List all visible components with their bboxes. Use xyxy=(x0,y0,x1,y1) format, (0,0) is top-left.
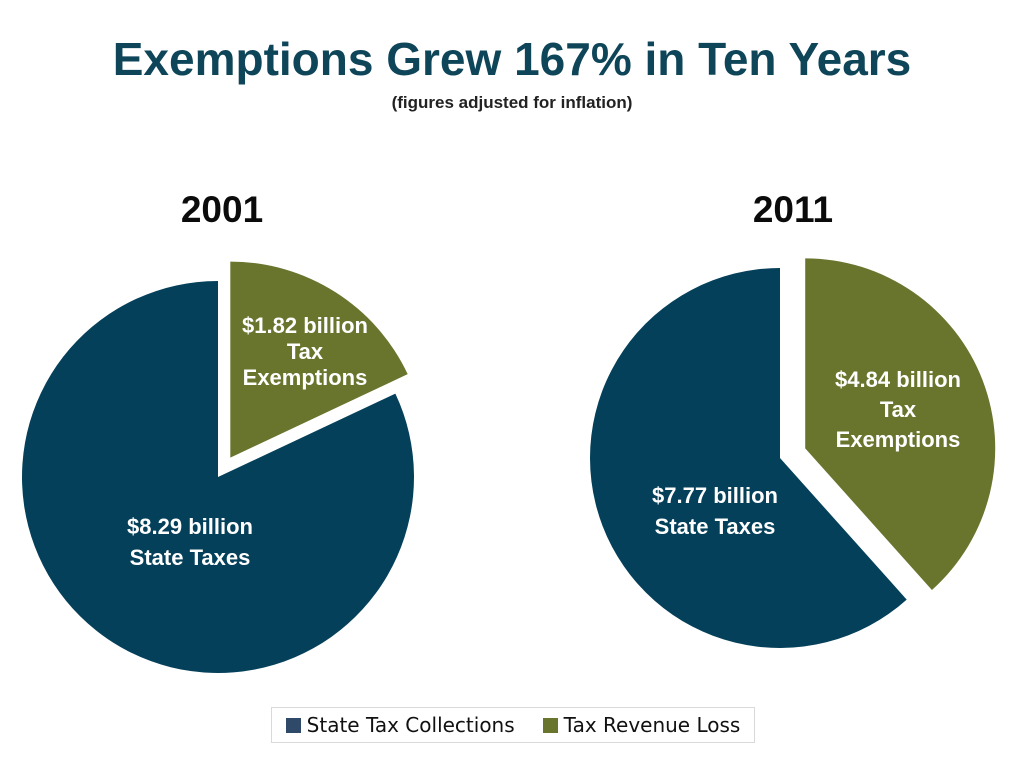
legend-item-tax-revenue-loss: Tax Revenue Loss xyxy=(542,713,741,737)
pie-2011-slice-exemptions xyxy=(805,258,996,590)
slice-label-line: $4.84 billion xyxy=(835,367,961,392)
legend-swatch-state-tax-collections xyxy=(285,717,301,733)
pie-2001-slice-state-taxes xyxy=(22,281,415,673)
slice-label-line: $1.82 billion xyxy=(242,313,368,338)
slice-label-line: Tax xyxy=(287,339,324,364)
pie-2011-label-exemptions: $4.84 billion Tax Exemptions xyxy=(835,367,961,452)
pie-2001: 2001 $1.82 billion Tax Exemptions $8.29 bill… xyxy=(22,189,415,673)
pie-title-2011: 2011 xyxy=(753,189,833,230)
chart-title: Exemptions Grew 167% in Ten Years xyxy=(112,33,912,85)
legend-item-state-tax-collections: State Tax Collections xyxy=(285,713,515,737)
pie-2011-label-state-taxes: $7.77 billion State Taxes xyxy=(652,483,778,539)
pie-2001-label-exemptions: $1.82 billion Tax Exemptions xyxy=(242,313,368,390)
slice-label-line: $8.29 billion xyxy=(127,514,253,539)
slice-label-line: Exemptions xyxy=(243,365,368,390)
slice-label-line: Tax xyxy=(880,397,917,422)
pie-2011: 2011 $4.84 billion Tax Exemptions $7.77 bill… xyxy=(590,189,996,648)
pie-charts: 2001$1.82 billion Tax Exemptions$8.29 bill… xyxy=(22,189,996,673)
pie-2001-slice-exemptions xyxy=(230,261,408,458)
legend-label-state-tax-collections: State Tax Collections xyxy=(306,713,515,737)
pie-2011-slice-state-taxes xyxy=(590,268,907,648)
slice-label-line: State Taxes xyxy=(655,514,776,539)
legend-label-tax-revenue-loss: Tax Revenue Loss xyxy=(563,713,741,737)
pie-title-2001: 2001 xyxy=(181,189,263,230)
slice-label-line: $7.77 billion xyxy=(652,483,778,508)
legend: State Tax Collections Tax Revenue Loss xyxy=(271,707,755,743)
legend-swatch-tax-revenue-loss xyxy=(542,717,558,733)
chart-subtitle: (figures adjusted for inflation) xyxy=(391,93,633,112)
slice-label-line: State Taxes xyxy=(130,545,251,570)
slice-label-line: Exemptions xyxy=(836,427,961,452)
pie-2001-label-state-taxes: $8.29 billion State Taxes xyxy=(127,514,253,570)
